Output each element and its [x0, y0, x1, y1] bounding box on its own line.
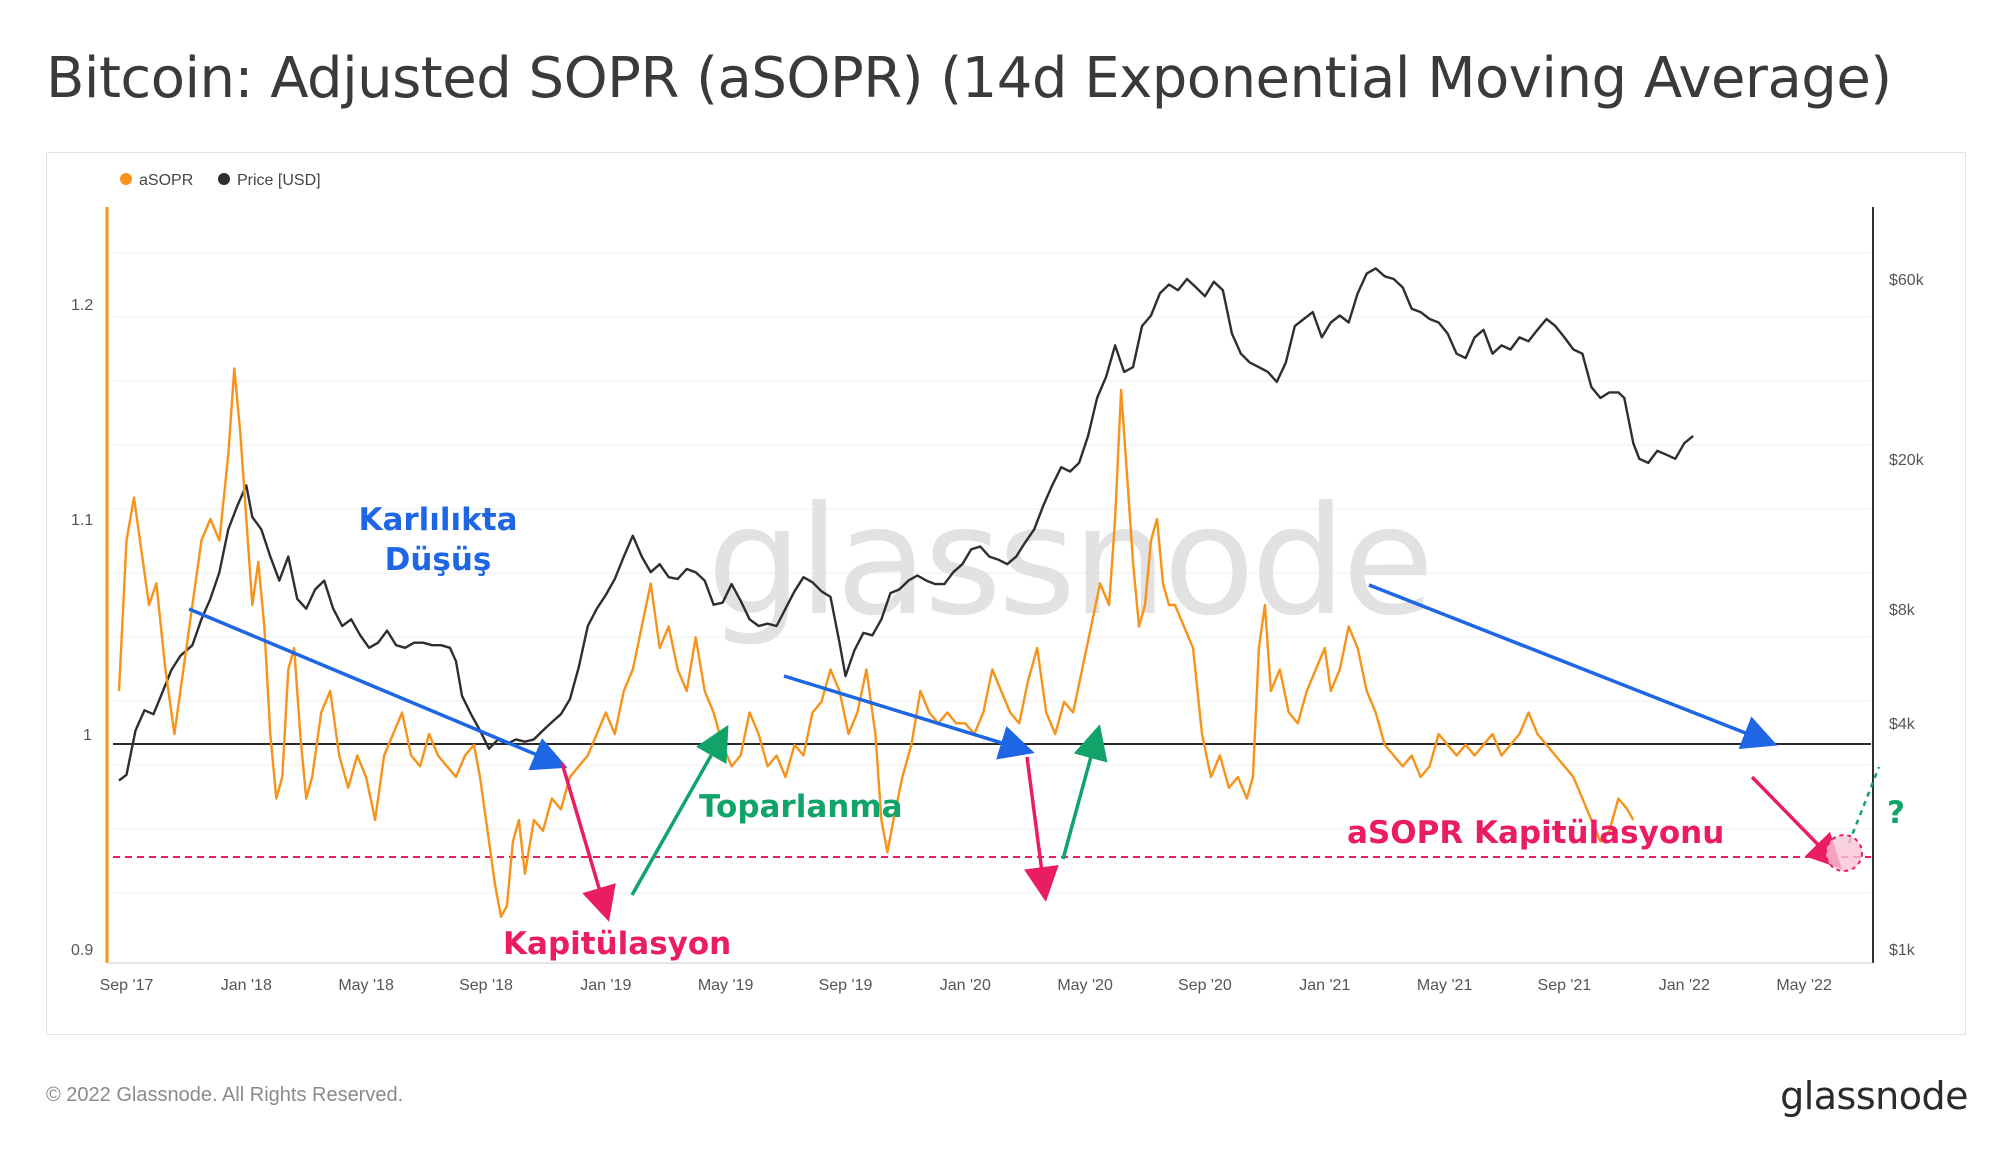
x-tick-label: Sep '19 — [819, 977, 873, 994]
y-right-tick-4k: $4k — [1889, 716, 1916, 733]
x-tick-label: Jan '19 — [580, 977, 631, 994]
red-arrow-3 — [1750, 775, 1842, 870]
x-tick-label: Jan '21 — [1299, 977, 1350, 994]
chart-svg: aSOPR Price [USD] glassnode 1.2 1.1 1 0.… — [71, 172, 1925, 994]
legend: aSOPR Price [USD] — [120, 172, 321, 189]
annotation-arrows — [188, 583, 1881, 922]
y-left-ticks: 1.2 1.1 1 0.9 — [71, 297, 93, 959]
y-right-tick-1k: $1k — [1889, 942, 1916, 959]
blue-arrow-3 — [1368, 583, 1778, 750]
x-tick-label: May '20 — [1057, 977, 1113, 994]
blue-arrow-1 — [188, 607, 568, 771]
annotation-recovery: Toparlanma — [699, 789, 903, 825]
price-series-line[interactable] — [118, 267, 1694, 782]
annotation-profit-drop-line1: Karlılıkta — [358, 502, 517, 538]
x-tick-label: Sep '20 — [1178, 977, 1232, 994]
annotation-asopr-capitulation: aSOPR Kapitülasyonu — [1347, 815, 1724, 851]
red-arrow-2 — [1024, 756, 1059, 902]
chart-title: Bitcoin: Adjusted SOPR (aSOPR) (14d Expo… — [46, 46, 1892, 111]
chart-panel: aSOPR Price [USD] glassnode 1.2 1.1 1 0.… — [46, 152, 1966, 1035]
capitulation-highlight-circle — [1825, 834, 1863, 872]
y-right-tick-20k: $20k — [1889, 452, 1925, 469]
green-arrow-1 — [630, 724, 729, 896]
blue-arrow-2 — [783, 674, 1035, 760]
y-left-tick-1: 1 — [83, 727, 92, 744]
x-tick-label: Jan '18 — [221, 977, 272, 994]
y-left-tick-0-9: 0.9 — [71, 942, 93, 959]
legend-label-asopr[interactable]: aSOPR — [139, 172, 193, 189]
x-tick-label: Jan '20 — [940, 977, 991, 994]
y-right-tick-60k: $60k — [1889, 272, 1925, 289]
x-tick-label: May '21 — [1417, 977, 1473, 994]
green-dotted-projection — [1847, 766, 1881, 844]
y-left-tick-1-1: 1.1 — [71, 512, 93, 529]
x-axis-ticks: Sep '17 Jan '18 May '18 Sep '18 Jan '19 May '… — [100, 977, 1832, 994]
x-tick-label: May '22 — [1776, 977, 1832, 994]
watermark: glassnode — [707, 475, 1430, 649]
annotation-profit-drop-line2: Düşüş — [385, 542, 492, 578]
x-tick-label: Sep '21 — [1538, 977, 1592, 994]
annotation-capitulation: Kapitülasyon — [503, 926, 731, 962]
x-tick-label: Sep '17 — [100, 977, 154, 994]
annotation-labels: Karlılıkta Düşüş Toparlanma Kapitülasyon… — [358, 502, 1905, 962]
y-left-tick-1-2: 1.2 — [71, 297, 93, 314]
gridlines — [113, 252, 1871, 894]
x-tick-label: May '18 — [338, 977, 394, 994]
red-arrow-1 — [560, 762, 616, 922]
y-right-tick-8k: $8k — [1889, 602, 1916, 619]
footer-logo[interactable]: glassnode — [1780, 1074, 1968, 1118]
footer-copyright: © 2022 Glassnode. All Rights Reserved. — [46, 1084, 404, 1106]
legend-label-price[interactable]: Price [USD] — [237, 172, 321, 189]
x-tick-label: Sep '18 — [459, 977, 513, 994]
legend-marker-price — [218, 173, 230, 185]
annotation-question-mark: ? — [1887, 795, 1905, 831]
y-right-ticks: $60k $20k $8k $4k $1k — [1889, 272, 1925, 959]
x-tick-label: May '19 — [698, 977, 754, 994]
legend-marker-asopr — [120, 173, 132, 185]
x-tick-label: Jan '22 — [1659, 977, 1710, 994]
green-arrow-2 — [1061, 724, 1108, 860]
